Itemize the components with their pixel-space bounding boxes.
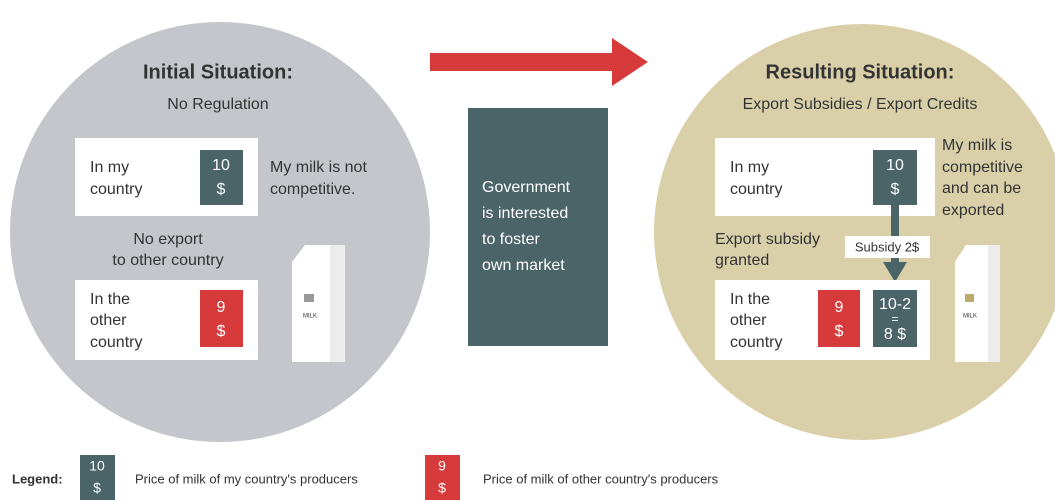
down-arrow — [883, 205, 907, 282]
price: $ — [835, 323, 844, 340]
price-box — [873, 290, 917, 347]
legend-swatch — [80, 455, 115, 500]
label: In the — [730, 291, 770, 308]
label: In my — [730, 159, 769, 176]
note: to other country — [112, 252, 223, 269]
subsidy: Subsidy 2$ — [855, 239, 920, 254]
legend-text: Price of milk of other country's produce… — [483, 471, 719, 486]
label: other — [90, 312, 127, 329]
note: and can be — [942, 180, 1021, 197]
legend-price: $ — [93, 480, 101, 496]
subsidy-box — [845, 236, 930, 258]
price: 10 — [212, 157, 230, 174]
price: 10 — [886, 157, 904, 174]
legend-text: Price of milk of my country's producers — [135, 471, 358, 486]
price-box — [200, 290, 243, 347]
price-box — [200, 150, 243, 205]
legend-price: 10 — [89, 458, 105, 474]
note: Export subsidy — [715, 231, 820, 248]
note: granted — [715, 252, 769, 269]
carton-text: MILK — [963, 314, 977, 320]
left-circle — [10, 22, 430, 442]
center-text: Government — [482, 179, 571, 196]
price-box — [873, 150, 917, 205]
calc: 10-2 — [879, 296, 911, 313]
label: country — [730, 181, 782, 198]
note: No export — [133, 231, 203, 248]
title: Initial Situation: — [143, 61, 293, 83]
arrow — [430, 38, 648, 86]
note: My milk is — [942, 137, 1012, 154]
calc: = — [891, 312, 898, 326]
legend-price: $ — [438, 480, 446, 496]
center-box — [468, 108, 608, 346]
note: My milk is not — [270, 159, 367, 176]
label: country — [90, 181, 142, 198]
label: In my — [90, 159, 129, 176]
subtitle: Export Subsidies / Export Credits — [743, 96, 978, 113]
legend-swatch — [425, 455, 460, 500]
calc: 8 $ — [884, 326, 906, 343]
label: In the — [90, 291, 130, 308]
price: $ — [217, 181, 226, 198]
milk-carton: MILK — [292, 245, 345, 362]
note: exported — [942, 202, 1004, 219]
legend-price: 9 — [438, 458, 446, 474]
milk-carton: MILK — [955, 245, 1000, 362]
note: competitive. — [270, 181, 355, 198]
title: Resulting Situation: — [766, 61, 955, 83]
carton-text: MILK — [303, 314, 317, 320]
price: 9 — [217, 299, 226, 316]
price-box — [818, 290, 860, 347]
center-text: is interested — [482, 205, 568, 222]
legend-title: Legend: — [12, 471, 63, 486]
center-text: to foster — [482, 231, 540, 248]
price: 9 — [835, 299, 844, 316]
label: country — [730, 334, 782, 351]
label: other — [730, 312, 767, 329]
subtitle: No Regulation — [167, 96, 268, 113]
price: $ — [217, 323, 226, 340]
note: competitive — [942, 159, 1023, 176]
center-text: own market — [482, 257, 565, 274]
label: country — [90, 334, 142, 351]
price: $ — [891, 181, 900, 198]
